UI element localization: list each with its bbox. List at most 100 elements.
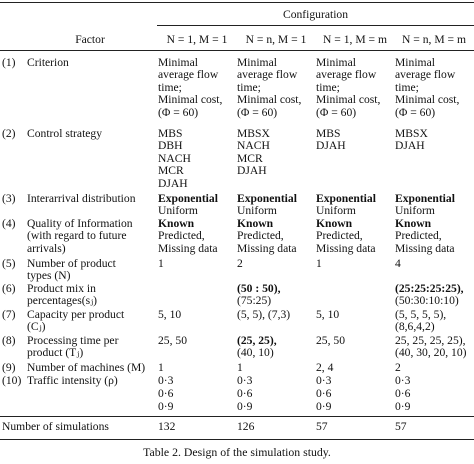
row-number: (10)	[2, 374, 22, 387]
row-number: (2)	[2, 127, 16, 140]
cell-value: Uniform	[237, 204, 277, 218]
cell-value: Missing data	[395, 241, 455, 255]
cell-value: Missing data	[316, 241, 376, 255]
cell-value: 0·9	[158, 400, 174, 413]
cell-value: Exponential	[158, 192, 218, 205]
cell-value: Missing data	[237, 241, 297, 255]
cell-value: (50 : 50),	[237, 282, 281, 295]
cell-value: Predicted,	[158, 229, 205, 243]
cell-value: (40, 30, 20, 10)	[395, 346, 467, 360]
config-heading-3: N = 1, M = m	[323, 33, 387, 46]
factor-label: (Cⱼ)	[27, 320, 46, 334]
cell-value: Missing data	[158, 241, 218, 255]
cell-value: Minimal cost,	[237, 93, 302, 107]
cell-value: 2, 4	[316, 361, 334, 374]
cell-value: (Φ = 60)	[237, 105, 278, 119]
cell-value: MBS	[316, 127, 341, 140]
cell-value: MBS	[158, 127, 183, 140]
cell-value: (8,6,4,2)	[395, 320, 435, 334]
cell-value: (Φ = 60)	[158, 105, 199, 119]
cell-value: 0·9	[237, 400, 253, 413]
factor-label: Control strategy	[27, 127, 103, 140]
factor-label: (with regard to future	[27, 229, 127, 243]
cell-value: 25, 50	[158, 334, 187, 347]
cell-value: MBSX	[237, 127, 270, 140]
top-rule	[0, 2, 474, 3]
factor-label: types (N)	[27, 269, 71, 283]
cell-value: 0·3	[158, 374, 174, 387]
cell-value: NACH	[158, 151, 191, 165]
summary-top-rule	[0, 416, 474, 417]
cell-value: MCR	[158, 164, 184, 178]
configuration-rule	[157, 25, 474, 26]
configuration-heading: Configuration	[282, 8, 349, 21]
summary-value-1: 132	[158, 420, 176, 433]
cell-value: average flow	[316, 68, 377, 82]
cell-value: (25, 25),	[237, 334, 277, 347]
factor-label: Number of machines (M)	[27, 361, 146, 374]
factor-heading: Factor	[75, 33, 105, 46]
cell-value: 4	[395, 257, 401, 270]
factor-label: product (Tⱼ)	[27, 346, 84, 360]
cell-value: Minimal	[395, 56, 435, 69]
row-number: (3)	[2, 192, 16, 205]
cell-value: 0·6	[316, 387, 332, 400]
row-number: (1)	[2, 56, 16, 69]
cell-value: Known	[158, 217, 195, 230]
cell-value: time;	[237, 80, 261, 94]
cell-value: 0·9	[395, 400, 411, 413]
factor-label: arrivals)	[27, 241, 66, 255]
cell-value: Minimal cost,	[395, 93, 460, 107]
cell-value: Exponential	[237, 192, 297, 205]
cell-value: DJAH	[316, 139, 346, 153]
cell-value: Known	[237, 217, 274, 230]
header-bottom-rule	[0, 50, 474, 51]
cell-value: Predicted,	[237, 229, 284, 243]
row-number: (8)	[2, 334, 16, 347]
factor-label: Processing time per	[27, 334, 119, 347]
cell-value: (25:25:25:25),	[395, 282, 464, 295]
cell-value: 0·9	[316, 400, 332, 413]
cell-value: DJAH	[158, 176, 188, 190]
row-number: (4)	[2, 217, 16, 230]
factor-label: Traffic intensity (ρ)	[27, 374, 118, 387]
cell-value: Minimal	[237, 56, 277, 69]
factor-label: Criterion	[27, 56, 69, 69]
cell-value: 0·6	[158, 387, 174, 400]
cell-value: 0·3	[316, 374, 332, 387]
cell-value: DJAH	[395, 139, 425, 153]
cell-value: average flow	[395, 68, 456, 82]
cell-value: 25, 25, 25, 25),	[395, 334, 466, 347]
cell-value: (Φ = 60)	[316, 105, 357, 119]
cell-value: 0·6	[237, 387, 253, 400]
cell-value: average flow	[237, 68, 298, 82]
row-number: (7)	[2, 308, 16, 321]
cell-value: Minimal	[316, 56, 356, 69]
factor-label: percentages(sⱼ)	[27, 294, 98, 308]
cell-value: (75:25)	[237, 294, 272, 308]
cell-value: NACH	[237, 139, 270, 153]
cell-value: 25, 50	[316, 334, 345, 347]
factor-label: Interarrival distribution	[27, 192, 136, 205]
cell-value: Exponential	[395, 192, 455, 205]
cell-value: Predicted,	[395, 229, 442, 243]
bottom-rule	[0, 439, 474, 440]
cell-value: Minimal cost,	[158, 93, 223, 107]
cell-value: time;	[395, 80, 419, 94]
config-heading-1: N = 1, M = 1	[166, 33, 228, 46]
cell-value: MBSX	[395, 127, 428, 140]
cell-value: Minimal cost,	[316, 93, 381, 107]
cell-value: 1	[158, 361, 164, 374]
cell-value: Uniform	[395, 204, 435, 218]
cell-value: Predicted,	[316, 229, 363, 243]
cell-value: Uniform	[158, 204, 198, 218]
cell-value: 1	[237, 361, 243, 374]
config-heading-4: N = n, M = m	[402, 33, 466, 46]
row-number: (6)	[2, 282, 16, 295]
factor-label: Capacity per product	[27, 308, 125, 321]
cell-value: 1	[316, 257, 322, 270]
summary-value-3: 57	[316, 420, 328, 433]
cell-value: 1	[158, 257, 164, 270]
cell-value: Known	[395, 217, 432, 230]
